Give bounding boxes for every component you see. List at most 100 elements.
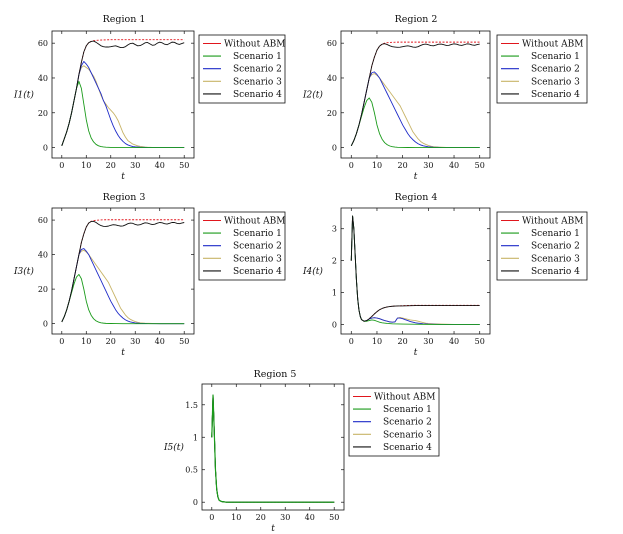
series-line-without-abm [61, 219, 185, 323]
x-tick-label: 30 [423, 161, 433, 170]
chart-title: Region 3 [103, 192, 146, 203]
legend: Without ABM Scenario 1 Scenario 2 Scenario … [496, 34, 588, 104]
plot-frame [51, 30, 195, 159]
x-tick-label: 40 [449, 337, 459, 346]
plot-frame [201, 383, 345, 511]
legend-entry: Scenario 3 [233, 254, 282, 264]
series-group [61, 219, 185, 325]
series-line-scenario-4 [350, 43, 480, 147]
plot-frame [51, 207, 195, 335]
series-line-scenario-3 [350, 215, 480, 325]
y-axis-label: I3(t) [13, 266, 34, 277]
x-axis-label: t [414, 172, 418, 182]
x-tick-label: 40 [305, 513, 315, 522]
x-tick-label: 40 [155, 161, 165, 170]
x-tick-label: 10 [372, 337, 382, 346]
series-line-scenario-1-overlay- [211, 394, 335, 503]
legend: Without ABM Scenario 1 Scenario 2 Scenario … [348, 387, 440, 457]
x-tick-label: 50 [475, 337, 485, 346]
y-tick-label: 0 [332, 144, 337, 153]
legend-entry: Scenario 4 [383, 443, 432, 453]
y-tick-label: 60 [327, 39, 337, 48]
legend-entry: Scenario 2 [233, 65, 282, 75]
series-line-scenario-3 [61, 249, 185, 325]
x-axis-label: t [271, 524, 275, 534]
y-axis-label: I1(t) [13, 90, 34, 101]
legend-entry: Scenario 4 [233, 90, 282, 100]
y-tick-label: 0.5 [185, 466, 198, 475]
series-line-scenario-3 [350, 73, 480, 149]
series-line-scenario-2 [350, 215, 480, 325]
series-line-scenario-2 [61, 61, 185, 149]
legend-entry: Scenario 3 [233, 77, 282, 87]
series-line-scenario-3 [211, 394, 335, 503]
x-tick-label: 10 [231, 513, 241, 522]
y-tick-label: 60 [38, 39, 48, 48]
x-tick-label: 20 [398, 161, 408, 170]
y-tick-label: 0 [43, 144, 48, 153]
chart-region-3: Region 3 0 10 20 30 40 50 0 20 40 60 t I3(t) Without … [13, 192, 285, 358]
legend-entry: Scenario 2 [531, 242, 580, 252]
x-tick-label: 20 [398, 337, 408, 346]
y-tick-label: 20 [327, 109, 337, 118]
y-tick-label: 20 [38, 109, 48, 118]
legend-entry: Without ABM [522, 40, 583, 50]
series-line-scenario-4 [61, 220, 185, 323]
series-line-without-abm [350, 41, 480, 147]
legend-entry: Scenario 3 [531, 77, 580, 87]
chart-region-1: Region 1 0 10 20 30 40 50 0 20 40 60 t I1(t) Without … [13, 14, 285, 182]
legend-entry: Scenario 1 [233, 52, 282, 62]
legend-entry: Scenario 4 [233, 267, 282, 277]
plot-frame [340, 30, 491, 159]
y-axis-label: I5(t) [163, 442, 184, 453]
y-tick-label: 2 [332, 257, 337, 266]
legend-entry: Scenario 3 [531, 254, 580, 264]
series-line-without-abm [211, 394, 335, 503]
legend-entry: Without ABM [522, 217, 583, 227]
legend-entry: Scenario 4 [531, 90, 580, 100]
series-group [350, 41, 480, 149]
x-tick-label: 20 [106, 337, 116, 346]
legend: Without ABM Scenario 1 Scenario 2 Scenario … [198, 211, 285, 281]
series-group [211, 394, 335, 503]
x-tick-label: 10 [372, 161, 382, 170]
legend-entry: Scenario 1 [383, 405, 432, 415]
series-line-scenario-2 [350, 71, 480, 149]
y-tick-label: 1.5 [185, 401, 198, 410]
x-tick-label: 0 [59, 161, 64, 170]
x-tick-label: 50 [475, 161, 485, 170]
y-axis-label: I4(t) [302, 266, 323, 277]
x-tick-label: 40 [449, 161, 459, 170]
chart-region-5: Region 5 0 10 20 30 40 50 0 0.5 1 1.5 t I5(t) Without… [163, 369, 440, 534]
chart-title: Region 5 [254, 369, 297, 380]
x-tick-label: 50 [179, 161, 189, 170]
legend-entry: Without ABM [224, 40, 285, 50]
x-tick-label: 50 [329, 513, 339, 522]
y-tick-label: 40 [38, 251, 48, 260]
chart-title: Region 4 [395, 192, 438, 203]
series-line-scenario-1 [61, 80, 185, 149]
x-tick-label: 30 [423, 337, 433, 346]
x-tick-label: 0 [209, 513, 214, 522]
x-axis-label: t [121, 172, 125, 182]
legend: Without ABM Scenario 1 Scenario 2 Scenario … [496, 211, 588, 281]
series-group [350, 215, 480, 325]
x-axis-label: t [121, 348, 125, 358]
legend: Without ABM Scenario 1 Scenario 2 Scenario … [198, 34, 285, 104]
series-line-scenario-1 [61, 274, 185, 325]
y-tick-label: 0 [43, 320, 48, 329]
series-line-scenario-2 [211, 394, 335, 503]
chart-title: Region 2 [395, 14, 438, 25]
y-tick-label: 20 [38, 285, 48, 294]
chart-region-4: Region 4 0 10 20 30 40 50 0 1 2 3 t I4(t) Without ABM… [302, 192, 588, 358]
x-tick-label: 50 [179, 337, 189, 346]
x-tick-label: 30 [130, 337, 140, 346]
x-tick-label: 0 [349, 161, 354, 170]
legend-entry: Scenario 1 [233, 229, 282, 239]
legend-entry: Scenario 2 [383, 418, 432, 428]
series-line-scenario-1 [211, 394, 335, 503]
x-tick-label: 10 [81, 161, 91, 170]
y-axis-label: I2(t) [302, 90, 323, 101]
x-axis-label: t [414, 348, 418, 358]
